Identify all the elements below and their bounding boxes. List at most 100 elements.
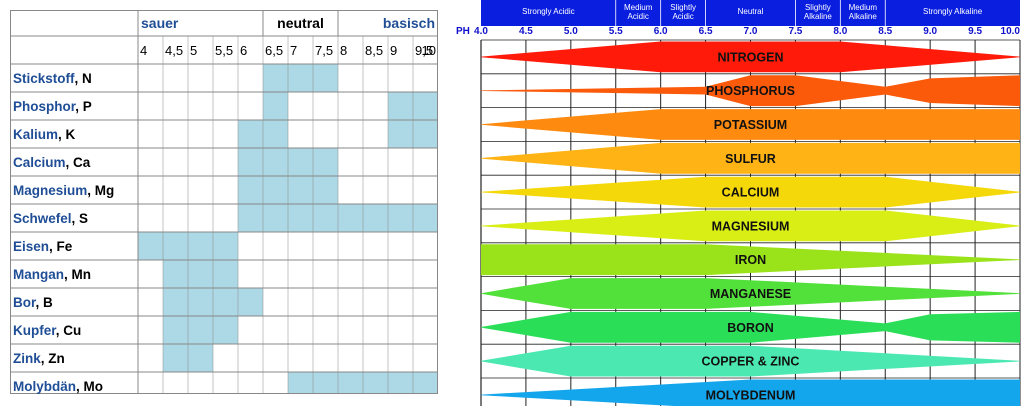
nutrient-name: Kupfer — [13, 323, 57, 338]
nutrient-name: Kalium — [13, 127, 58, 142]
nutrient-band-magnesium — [481, 210, 1020, 242]
tick-label: 10.0 — [1001, 26, 1021, 37]
row-label-kupfer: Kupfer, Cu — [13, 323, 81, 338]
band-label: CALCIUM — [722, 186, 780, 200]
nutrient-name: Schwefel — [13, 211, 72, 226]
tick-label: 9.5 — [968, 26, 982, 37]
nutrient-band-iron — [481, 244, 1020, 276]
tick-label: 7.0 — [744, 26, 758, 37]
row-label-stickstoff: Stickstoff, N — [13, 71, 92, 86]
nutrient-band-boron — [481, 311, 1020, 343]
row-label-mangan: Mangan, Mn — [13, 267, 91, 282]
nutrient-symbol: , N — [75, 71, 92, 86]
nutrient-band-nitrogen — [481, 41, 1020, 73]
nutrient-name: Magnesium — [13, 183, 87, 198]
nutrient-symbol: , Mo — [76, 379, 103, 394]
nutrient-band-sulfur — [481, 142, 1020, 174]
nutrient-name: Stickstoff — [13, 71, 75, 86]
zone-label: Strongly Acidic — [522, 7, 574, 16]
nutrient-name: Bor — [13, 295, 37, 310]
range-bar-kupfer — [163, 316, 238, 344]
range-bar-stickstoff — [263, 64, 338, 92]
tick-label: 4 — [140, 43, 147, 58]
range-bar-mangan — [163, 260, 238, 288]
zone-label: Acidic — [672, 12, 693, 21]
tick-label: 8 — [340, 43, 347, 58]
ph-axis-label: PH — [456, 26, 470, 37]
nutrient-symbol: , Fe — [49, 239, 73, 254]
nutrient-symbol: , S — [72, 211, 89, 226]
row-label-magnesium: Magnesium, Mg — [13, 183, 114, 198]
zone-label: Alkaline — [804, 12, 833, 21]
nutrient-name: Phosphor — [13, 99, 77, 114]
band-label: MANGANESE — [710, 287, 791, 301]
band-label: POTASSIUM — [714, 118, 787, 132]
nutrient-name: Eisen — [13, 239, 49, 254]
tick-label: 9 — [390, 43, 397, 58]
range-bar-phosphor — [263, 92, 288, 120]
row-label-kalium: Kalium, K — [13, 127, 76, 142]
tick-label: 4.5 — [519, 26, 533, 37]
nutrient-symbol: , Mn — [64, 267, 91, 282]
zone-label: Medium — [624, 3, 653, 12]
band-label: PHOSPHORUS — [706, 84, 795, 98]
band-label: NITROGEN — [718, 50, 784, 64]
tick-label: 6.5 — [699, 26, 713, 37]
tick-label: 9.0 — [923, 26, 937, 37]
row-label-bor: Bor, B — [13, 295, 53, 310]
tick-label: 5,5 — [215, 43, 233, 58]
nutrient-symbol: , Ca — [66, 155, 91, 170]
zone-label: Acidic — [628, 12, 649, 21]
nutrient-name: Molybdän — [13, 379, 76, 394]
zone-label: Neutral — [738, 7, 764, 16]
nutrient-symbol: , B — [36, 295, 54, 310]
tick-label: 7 — [290, 43, 297, 58]
nutrient-symbol: , K — [58, 127, 76, 142]
tick-label: 8.5 — [878, 26, 892, 37]
band-label: BORON — [727, 321, 774, 335]
table-frame — [10, 10, 438, 394]
row-label-calcium: Calcium, Ca — [13, 155, 91, 170]
tick-label: 5 — [190, 43, 197, 58]
zone-label: Slightly — [805, 3, 831, 12]
band-label: SULFUR — [725, 152, 776, 166]
nutrient-band-potassium — [481, 109, 1020, 140]
zone-label: Slightly — [670, 3, 696, 12]
tick-label: 7.5 — [788, 26, 802, 37]
zone-label: Alkaline — [849, 12, 878, 21]
nutrient-band-phosphorus — [481, 75, 1020, 107]
row-label-schwefel: Schwefel, S — [13, 211, 88, 226]
row-label-molybdän: Molybdän, Mo — [13, 379, 103, 394]
zone-label: Strongly Alkaline — [923, 7, 983, 16]
nutrient-symbol: , Zn — [41, 351, 65, 366]
header-group-label: sauer — [141, 15, 179, 31]
tick-label: 6 — [240, 43, 247, 58]
nutrient-band-manganese — [481, 278, 1020, 309]
tick-label: 6,5 — [265, 43, 283, 58]
nutrient-name: Zink — [13, 351, 41, 366]
row-label-zink: Zink, Zn — [13, 351, 65, 366]
band-label: IRON — [735, 253, 766, 267]
nutrient-band-molybdenum — [481, 379, 1020, 406]
nutrient-band-copper-zinc — [481, 345, 1020, 377]
tick-label: 9,5 — [415, 43, 433, 58]
header-group-label: neutral — [277, 15, 324, 31]
tick-label: 8,5 — [365, 43, 383, 58]
tick-label: 5.5 — [609, 26, 623, 37]
tick-label: 5.0 — [564, 26, 578, 37]
header-group-label: basisch — [383, 15, 435, 31]
band-label: MOLYBDENUM — [706, 388, 796, 402]
band-label: MAGNESIUM — [712, 219, 790, 233]
right-ph-nutrient-chart: Strongly Acidic MediumAcidicSlightlyAcidi… — [456, 0, 1021, 406]
nutrient-name: Calcium — [13, 155, 66, 170]
tick-label: 6.0 — [654, 26, 668, 37]
nutrient-symbol: , P — [75, 99, 92, 114]
row-label-eisen: Eisen, Fe — [13, 239, 73, 254]
band-label: COPPER & ZINC — [702, 355, 800, 369]
nutrient-symbol: , Mg — [87, 183, 114, 198]
nutrient-name: Mangan — [13, 267, 64, 282]
nutrient-band-calcium — [481, 176, 1020, 208]
nutrient-symbol: , Cu — [56, 323, 82, 338]
tick-label: 8.0 — [833, 26, 847, 37]
row-label-phosphor: Phosphor, P — [13, 99, 92, 114]
